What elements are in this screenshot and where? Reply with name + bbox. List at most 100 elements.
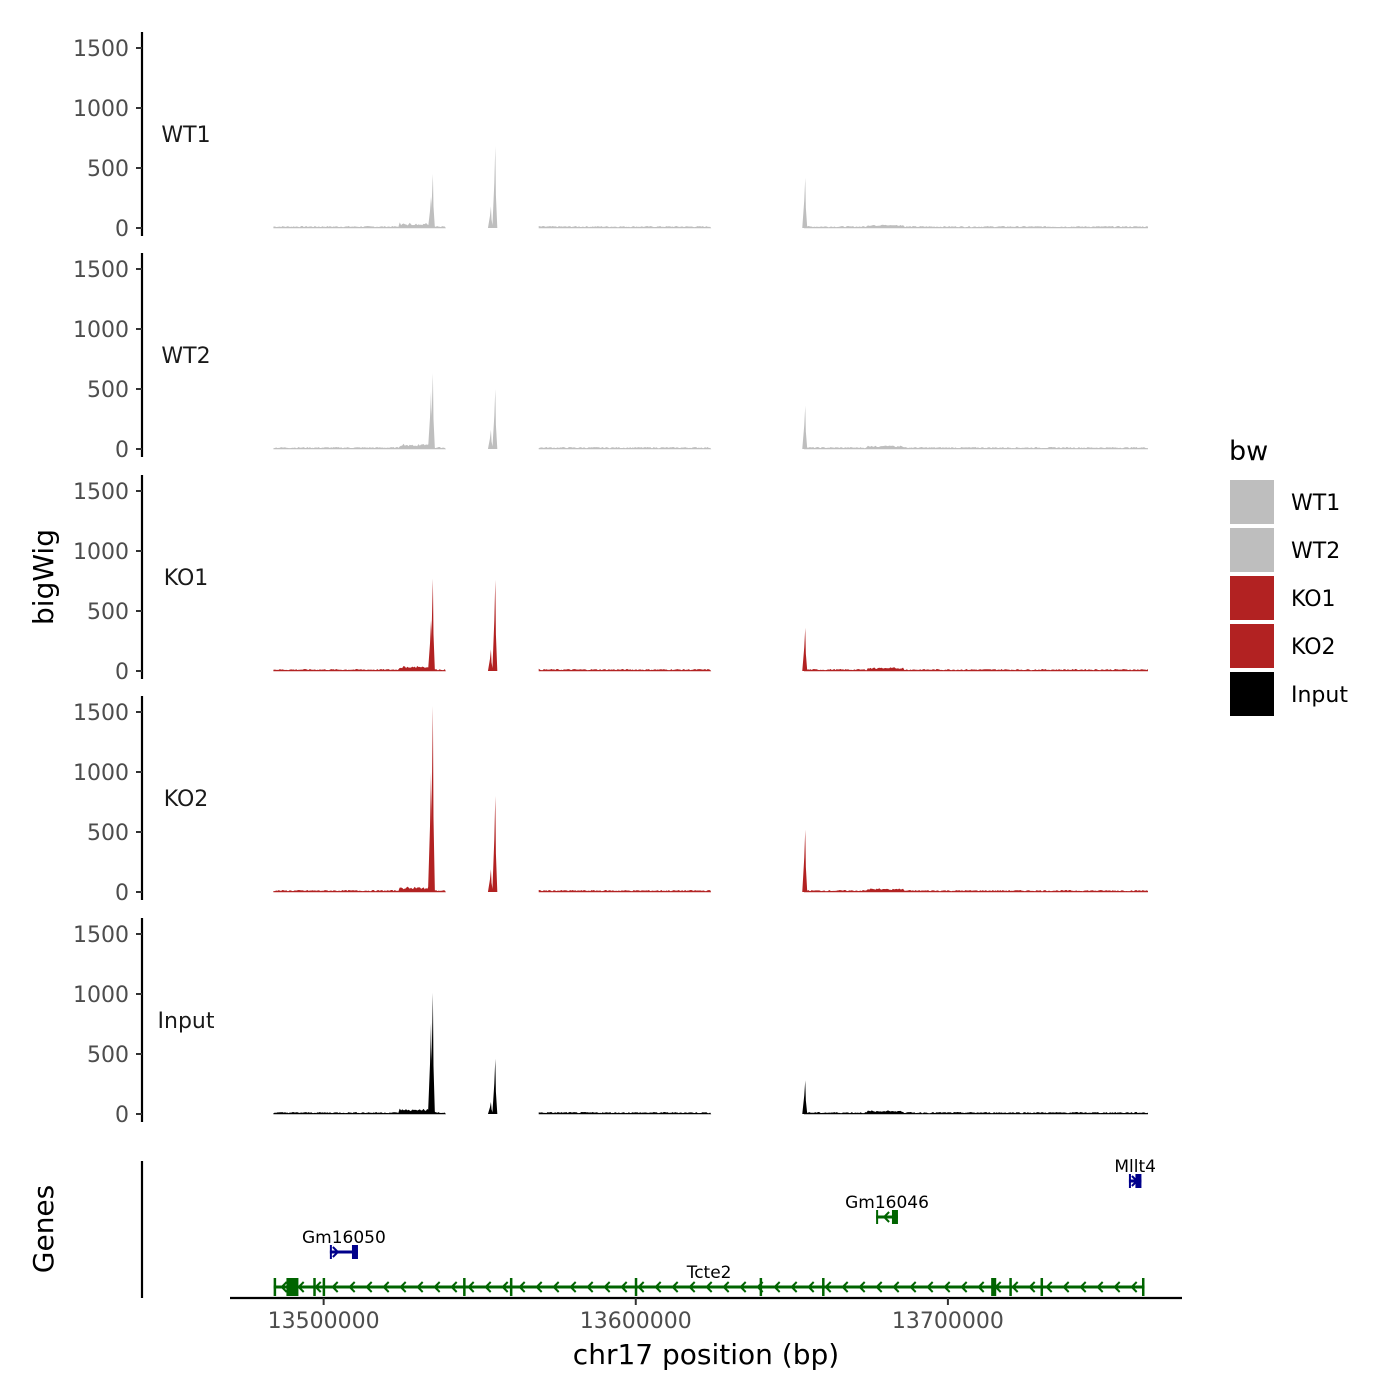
exon-tcte2 (759, 1278, 763, 1296)
signal-peak-ko1-1 (428, 620, 434, 671)
strand-arrow-icon (858, 1281, 866, 1293)
legend-label-ko2: KO2 (1291, 635, 1336, 660)
strand-arrow-icon (382, 1281, 390, 1293)
strand-arrow-icon (943, 1281, 951, 1293)
track-label-wt2: WT2 (161, 344, 210, 369)
signal-area-ko1-1 (538, 668, 712, 672)
exon-gm16046 (891, 1210, 898, 1224)
strand-arrow-icon (620, 1281, 628, 1293)
exon-tcte2 (1141, 1278, 1145, 1296)
gene-gm16050: Gm16050 (302, 1228, 386, 1259)
exon-mllt4 (1135, 1174, 1142, 1188)
strand-arrow-icon (705, 1281, 713, 1293)
signal-peak-input-3 (487, 1102, 493, 1114)
x-axis: 13500000 13600000 13700000 (230, 1296, 1182, 1334)
legend-label-ko1: KO1 (1291, 587, 1336, 612)
signal-peak-input-2 (492, 1058, 498, 1114)
y-tick-label: 1500 (73, 701, 129, 726)
signal-area-ko1-0 (273, 665, 446, 672)
strand-arrow-icon (433, 1281, 441, 1293)
exon-tcte2 (286, 1278, 299, 1296)
y-tick-label: 0 (115, 1103, 129, 1128)
legend-label-wt1: WT1 (1291, 491, 1340, 516)
signal-area-ko2-0 (273, 886, 446, 893)
strand-arrow-icon (518, 1281, 526, 1293)
gene-track: Gm16050 Gm16046 Mllt4 Tcte2 (140, 1157, 1156, 1298)
strand-arrow-icon (882, 1211, 890, 1223)
y-tick-label: 0 (115, 438, 129, 463)
exon-tcte2 (313, 1278, 316, 1296)
strand-arrow-icon (654, 1281, 662, 1293)
exon-tcte2 (463, 1278, 466, 1296)
strand-arrow-icon (960, 1281, 968, 1293)
strand-arrow-icon (331, 1281, 339, 1293)
strand-arrow-icon (739, 1281, 747, 1293)
strand-arrow-icon (365, 1281, 373, 1293)
track-wt2: 0 500 1000 1500 WT2 (73, 253, 1148, 463)
y-tick-label: 1000 (73, 761, 129, 786)
signal-area-wt2-0 (273, 443, 446, 450)
strand-arrow-icon (535, 1281, 543, 1293)
signal-peak-input-4 (802, 1080, 808, 1114)
track-input: 0 500 1000 1500 Input (73, 918, 1148, 1128)
strand-arrow-icon (1045, 1281, 1053, 1293)
legend-label-input: Input (1291, 683, 1348, 708)
strand-arrow-icon (297, 1281, 305, 1293)
signal-area-wt2-1 (538, 446, 712, 450)
legend: bw WT1 WT2 KO1 KO2 Input (1229, 436, 1348, 716)
legend-swatch-wt2 (1230, 528, 1274, 572)
signal-peak-wt2-1 (428, 391, 434, 449)
strand-arrow-icon (1130, 1281, 1138, 1293)
strand-arrow-icon (671, 1281, 679, 1293)
track-label-ko2: KO2 (164, 787, 209, 812)
signal-peak-ko1-4 (802, 627, 808, 671)
exon-tcte2 (991, 1278, 996, 1296)
legend-swatch-ko1 (1230, 576, 1274, 620)
y-tick-label: 1500 (73, 37, 129, 62)
strand-arrow-icon (332, 1246, 340, 1258)
strand-arrow-icon (1096, 1281, 1104, 1293)
strand-arrow-icon (552, 1281, 560, 1293)
legend-label-wt2: WT2 (1291, 539, 1340, 564)
strand-arrow-icon (399, 1281, 407, 1293)
signal-peak-ko2-1 (428, 772, 434, 892)
gene-label-tcte2: Tcte2 (686, 1263, 732, 1283)
signal-peak-ko2-4 (802, 829, 808, 892)
y-tick-label: 0 (115, 881, 129, 906)
signal-peak-wt2-3 (487, 429, 493, 449)
signal-area-input-0 (273, 1108, 446, 1115)
x-tick-label: 13700000 (892, 1309, 1004, 1334)
legend-title: bw (1229, 436, 1268, 467)
strand-arrow-icon (1028, 1281, 1036, 1293)
gene-label-gm16050: Gm16050 (302, 1228, 386, 1248)
exon-tcte2 (822, 1278, 825, 1296)
track-ko2: 0 500 1000 1500 KO2 (73, 696, 1148, 906)
y-axis-title: bigWig (27, 529, 60, 625)
exon-gm16050 (351, 1245, 358, 1259)
signal-peak-wt1-3 (487, 206, 493, 228)
y-tick-label: 1000 (73, 97, 129, 122)
signal-area-wt1-0 (273, 222, 446, 229)
signal-area-wt1-1 (538, 226, 712, 229)
signal-peak-ko2-3 (487, 869, 493, 892)
strand-arrow-icon (586, 1281, 594, 1293)
strand-arrow-icon (688, 1281, 696, 1293)
y-tick-label: 0 (115, 217, 129, 242)
strand-arrow-icon (1113, 1281, 1121, 1293)
strand-arrow-icon (892, 1281, 900, 1293)
track-label-input: Input (158, 1009, 215, 1034)
exon-tcte2 (322, 1278, 326, 1296)
y-tick-label: 1000 (73, 540, 129, 565)
strand-arrow-icon (501, 1281, 509, 1293)
y-tick-label: 1500 (73, 923, 129, 948)
exon-tcte2 (273, 1278, 277, 1296)
exon-gm16046 (876, 1210, 879, 1224)
x-tick-label: 13500000 (268, 1309, 380, 1334)
signal-peak-wt2-2 (492, 389, 498, 449)
strand-arrow-icon (1062, 1281, 1070, 1293)
exon-mllt4 (1128, 1174, 1131, 1188)
track-label-ko1: KO1 (164, 566, 209, 591)
y-tick-label: 1000 (73, 983, 129, 1008)
strand-arrow-icon (467, 1281, 475, 1293)
legend-swatch-ko2 (1230, 624, 1274, 668)
